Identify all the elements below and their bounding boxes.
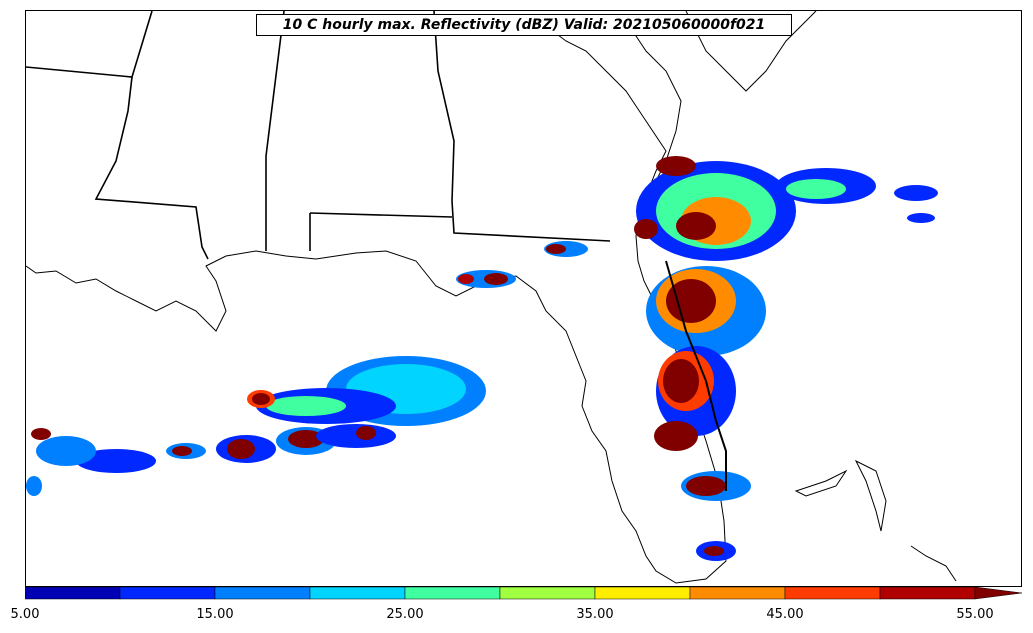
map-title: 10 C hourly max. Reflectivity (dBZ) Vali… <box>256 14 792 36</box>
colorbar-tick-label: 45.00 <box>766 607 804 622</box>
state-borders <box>26 11 611 260</box>
colorbar <box>25 587 1023 600</box>
reflectivity-field <box>26 156 938 561</box>
colorbar-tick-label: 5.00 <box>10 607 40 622</box>
colorbar-segment <box>25 587 121 600</box>
coastline-overlay <box>665 260 727 491</box>
colorbar-tick-label: 15.00 <box>196 607 234 622</box>
colorbar-tick-label: 25.00 <box>386 607 424 622</box>
colorbar-segment <box>594 587 691 600</box>
colorbar-tick-label: 35.00 <box>576 607 614 622</box>
map-panel <box>25 10 1022 587</box>
colorbar-segment <box>404 587 501 600</box>
colorbar-extend-arrow <box>974 587 1023 600</box>
colorbar-tick-label: 55.00 <box>956 607 994 622</box>
colorbar-segment <box>879 587 976 600</box>
coastline <box>26 11 957 584</box>
colorbar-segment <box>689 587 786 600</box>
map-canvas <box>26 11 957 584</box>
colorbar-segment <box>119 587 216 600</box>
colorbar-segment <box>214 587 311 600</box>
colorbar-segment <box>499 587 596 600</box>
colorbar-segment <box>784 587 881 600</box>
colorbar-segment <box>309 587 406 600</box>
